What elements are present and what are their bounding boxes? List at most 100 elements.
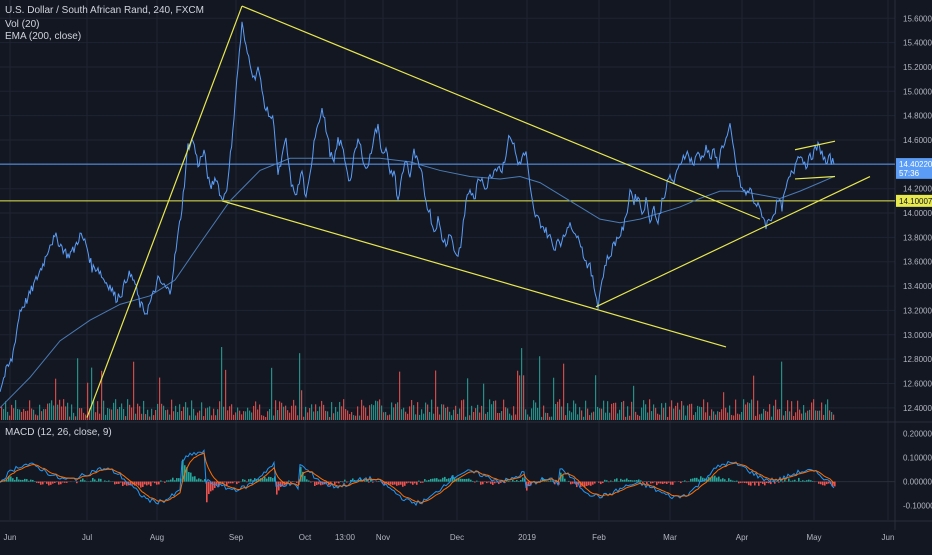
volume-bar [27, 411, 28, 420]
macd-histogram-bar [764, 482, 766, 486]
macd-histogram-bar [338, 482, 340, 484]
macd-histogram-bar [464, 479, 466, 482]
volume-bar [383, 412, 384, 420]
volume-bar [755, 416, 756, 420]
volume-bar [203, 416, 204, 420]
macd-histogram-bar [562, 475, 564, 481]
volume-bar [193, 409, 194, 420]
macd-histogram-bar [810, 480, 812, 481]
macd-histogram-bar [148, 482, 150, 485]
macd-histogram-bar [48, 482, 50, 486]
volume-bar [91, 368, 92, 420]
macd-histogram-bar [372, 482, 374, 483]
volume-bar [513, 406, 514, 420]
macd-histogram-bar [308, 480, 310, 481]
macd-histogram-bar [290, 482, 292, 484]
macd-histogram-bar [802, 480, 804, 481]
volume-bar [253, 406, 254, 420]
macd-histogram-bar [230, 482, 232, 484]
macd-tick-label: 0.10000 [903, 454, 932, 463]
macd-histogram-bar [602, 482, 604, 483]
volume-bar [121, 403, 122, 420]
volume-bar [61, 406, 62, 420]
macd-histogram-bar [592, 482, 594, 485]
macd-histogram-bar [336, 482, 338, 483]
macd-histogram-bar [226, 482, 228, 486]
price-tag-label: 57:36 [899, 169, 920, 178]
volume-bar [577, 414, 578, 420]
macd-histogram-bar [686, 482, 688, 483]
macd-histogram-bar [436, 478, 438, 481]
volume-bar [107, 408, 108, 420]
macd-histogram-bar [24, 479, 26, 482]
volume-bar [573, 400, 574, 420]
volume-bar [599, 408, 600, 420]
volume-bar [283, 407, 284, 420]
macd-histogram-bar [304, 476, 306, 482]
volume-bar [415, 414, 416, 420]
x-tick-label: Dec [450, 533, 464, 542]
macd-histogram-bar [306, 479, 308, 481]
volume-bar [329, 417, 330, 420]
volume-bar [737, 414, 738, 420]
volume-bar [725, 408, 726, 420]
x-tick-label: Jul [82, 533, 92, 542]
macd-histogram-bar [600, 482, 602, 484]
volume-bar [361, 400, 362, 420]
volume-bar [45, 409, 46, 420]
volume-bar [229, 406, 230, 420]
volume-bar [179, 404, 180, 420]
macd-histogram-bar [66, 482, 68, 483]
volume-bar [423, 414, 424, 420]
volume-bar [775, 400, 776, 420]
volume-bar [425, 403, 426, 420]
volume-bar [659, 415, 660, 420]
macd-histogram-bar [100, 479, 102, 482]
volume-bar [301, 390, 302, 420]
volume-bar [809, 410, 810, 420]
volume-bar [163, 406, 164, 420]
macd-histogram-bar [414, 482, 416, 484]
macd-histogram-bar [402, 482, 404, 487]
macd-histogram-bar [606, 480, 608, 481]
macd-histogram-bar [406, 482, 408, 484]
volume-bar [739, 414, 740, 420]
volume-bar [779, 409, 780, 420]
volume-bar [627, 406, 628, 420]
macd-histogram-bar [812, 481, 814, 482]
volume-bar [751, 400, 752, 420]
volume-bar [521, 348, 522, 420]
volume-bar [9, 416, 10, 420]
volume-bar [153, 415, 154, 420]
macd-histogram-bar [310, 482, 312, 483]
volume-bar [97, 401, 98, 420]
volume-bar [611, 404, 612, 420]
volume-bar [311, 404, 312, 420]
macd-histogram-bar [424, 479, 426, 482]
volume-bar [479, 413, 480, 420]
macd-histogram-bar [236, 482, 238, 484]
volume-bar [743, 399, 744, 420]
volume-bar [419, 415, 420, 420]
volume-bar [413, 405, 414, 420]
volume-bar [63, 399, 64, 420]
macd-histogram-bar [264, 477, 266, 482]
volume-bar [411, 400, 412, 420]
volume-bar [71, 404, 72, 420]
volume-bar [421, 409, 422, 420]
volume-bar [307, 412, 308, 420]
volume-bar [655, 408, 656, 420]
macd-histogram-bar [152, 482, 154, 483]
volume-bar [789, 411, 790, 420]
macd-histogram-bar [820, 482, 822, 485]
macd-histogram-bar [742, 482, 744, 483]
macd-histogram-bar [428, 480, 430, 482]
volume-bar [515, 415, 516, 420]
volume-bar [157, 404, 158, 420]
macd-histogram-bar [522, 478, 524, 482]
volume-bar [475, 408, 476, 420]
macd-histogram-bar [116, 482, 118, 484]
macd-histogram-bar [624, 480, 626, 482]
macd-histogram-bar [12, 478, 14, 481]
macd-histogram-bar [520, 480, 522, 482]
